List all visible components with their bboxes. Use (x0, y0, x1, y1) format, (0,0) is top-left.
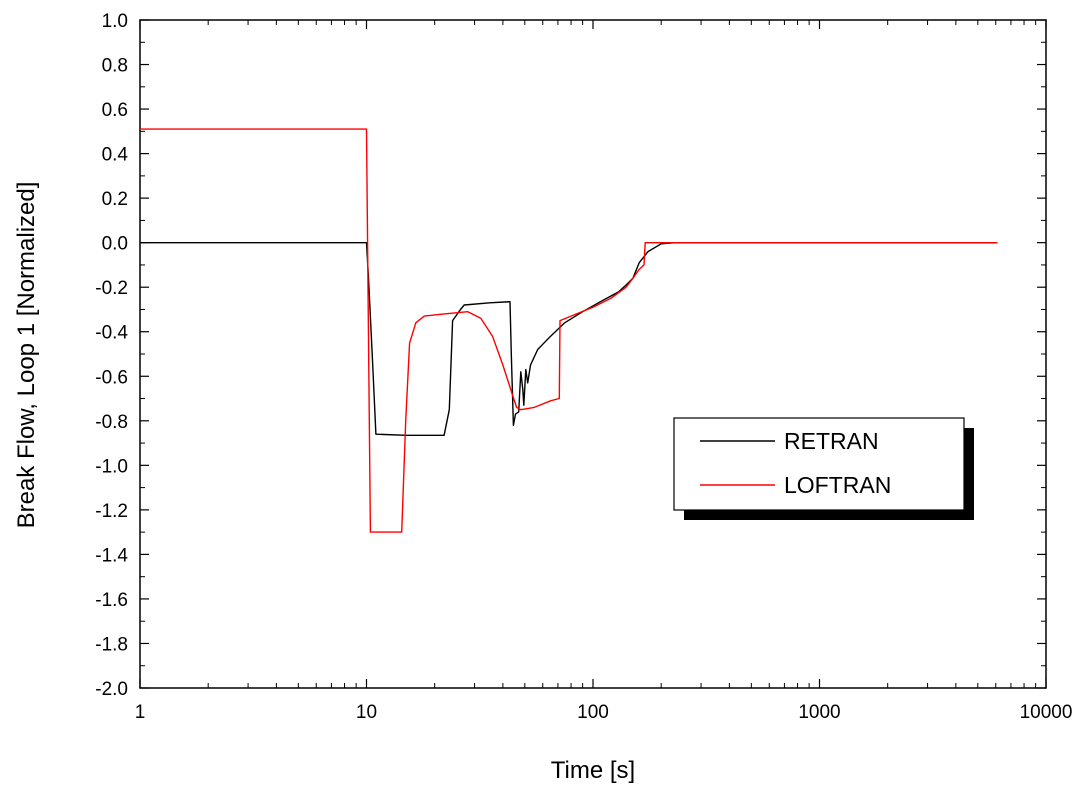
y-tick-label: 0.2 (102, 189, 128, 210)
legend-label-loftran: LOFTRAN (784, 472, 891, 498)
x-tick-label: 10 (356, 702, 377, 723)
y-tick-label: 0.6 (102, 100, 128, 121)
series-line-loftran (140, 128, 998, 533)
y-tick-label: -1.6 (95, 590, 128, 611)
y-tick-label: -0.8 (95, 412, 128, 433)
y-tick-label: -1.0 (95, 456, 128, 477)
y-axis-label: Break Flow, Loop 1 [Normalized] (13, 182, 40, 529)
y-tick-label: 1.0 (102, 11, 128, 32)
y-tick-label: 0.0 (102, 234, 128, 255)
x-tick-label: 100 (577, 702, 609, 723)
x-axis-ticks: 1 10 100 1000 10000 (135, 20, 1073, 723)
plot-frame (139, 19, 1047, 689)
series-line-retran (140, 241, 998, 436)
y-tick-label: -0.4 (95, 323, 128, 344)
y-tick-label: -0.2 (95, 278, 128, 299)
y-tick-label: -1.8 (95, 634, 128, 655)
y-tick-label: 0.4 (102, 145, 129, 166)
legend-label-retran: RETRAN (784, 428, 879, 454)
y-tick-label: -0.6 (95, 367, 128, 388)
y-tick-label: -2.0 (95, 679, 128, 700)
y-axis-ticks: 1.0 0.8 0.6 0.4 0.2 0.0 -0.2 -0.4 -0.6 -0.8 -1.0 -1… (95, 11, 1046, 700)
x-tick-label: 1000 (798, 702, 840, 723)
y-tick-label: 0.8 (102, 56, 128, 77)
series-lines (140, 128, 998, 533)
x-tick-label: 1 (135, 702, 146, 723)
legend-box (673, 417, 965, 511)
y-tick-label: -1.2 (95, 501, 128, 522)
x-tick-label: 10000 (1020, 702, 1073, 723)
legend: RETRAN LOFTRAN (673, 417, 974, 520)
y-tick-label: -1.4 (95, 545, 128, 566)
x-axis-label: Time [s] (551, 757, 635, 784)
